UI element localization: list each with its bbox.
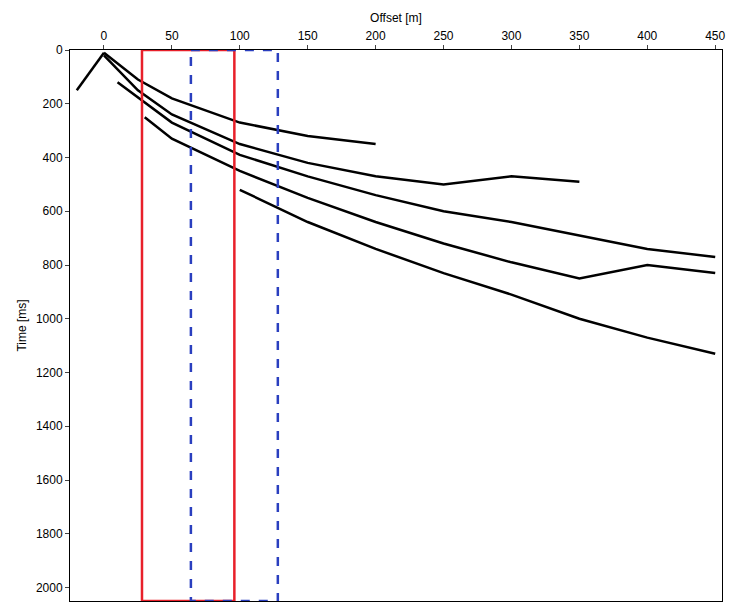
svg-text:2000: 2000 bbox=[36, 581, 63, 595]
svg-text:350: 350 bbox=[569, 29, 589, 43]
svg-text:400: 400 bbox=[43, 151, 63, 165]
svg-text:250: 250 bbox=[434, 29, 454, 43]
svg-text:0: 0 bbox=[101, 29, 108, 43]
svg-text:50: 50 bbox=[165, 29, 179, 43]
svg-text:150: 150 bbox=[298, 29, 318, 43]
svg-text:1600: 1600 bbox=[36, 473, 63, 487]
svg-text:200: 200 bbox=[43, 97, 63, 111]
svg-text:300: 300 bbox=[501, 29, 521, 43]
svg-text:600: 600 bbox=[43, 204, 63, 218]
svg-text:450: 450 bbox=[705, 29, 725, 43]
svg-text:100: 100 bbox=[230, 29, 250, 43]
svg-text:200: 200 bbox=[366, 29, 386, 43]
svg-text:1800: 1800 bbox=[36, 527, 63, 541]
svg-text:1000: 1000 bbox=[36, 312, 63, 326]
svg-text:0: 0 bbox=[56, 43, 63, 57]
svg-text:1400: 1400 bbox=[36, 419, 63, 433]
svg-text:400: 400 bbox=[637, 29, 657, 43]
svg-text:Offset [m]: Offset [m] bbox=[370, 11, 422, 25]
svg-text:Time [ms]: Time [ms] bbox=[15, 299, 29, 351]
svg-text:1200: 1200 bbox=[36, 366, 63, 380]
svg-text:800: 800 bbox=[43, 258, 63, 272]
